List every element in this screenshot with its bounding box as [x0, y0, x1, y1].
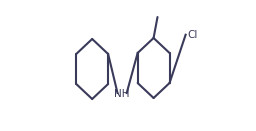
Text: NH: NH	[114, 89, 130, 99]
Text: Cl: Cl	[188, 30, 198, 40]
